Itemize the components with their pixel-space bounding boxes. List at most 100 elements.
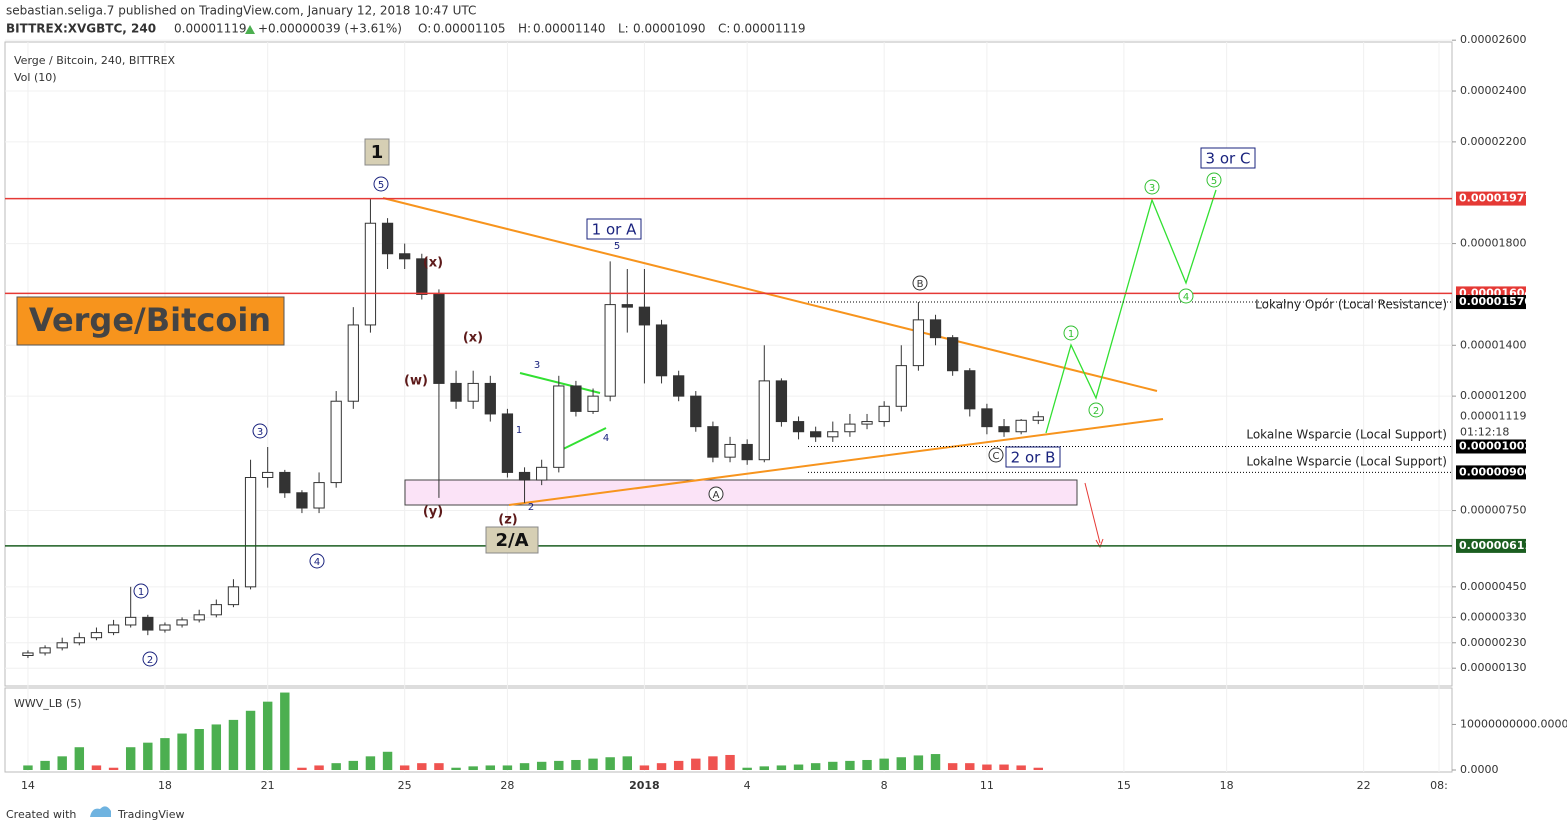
wave-label: 1 [516, 425, 522, 436]
candle-body [570, 385, 582, 412]
wwv-bar [965, 763, 975, 770]
wwv-bar [74, 747, 85, 770]
wwv-bar [554, 760, 564, 770]
candle-body [792, 421, 805, 433]
wave-label: 5 [1211, 176, 1217, 187]
wwv-bar [365, 756, 376, 770]
wwv-bar [759, 766, 769, 770]
y-tick-label: 0.00000130 [1460, 661, 1526, 674]
wwv-legend: WWV_LB (5) [14, 697, 82, 710]
down-arrow [1084, 482, 1101, 544]
wave-circle [309, 553, 325, 569]
wwv-bar [999, 764, 1009, 770]
wwv-bar [245, 710, 256, 770]
y-tick-label: 0.00002400 [1460, 84, 1526, 97]
wwv-bar [742, 767, 752, 770]
candle-body [553, 385, 565, 468]
wwv-bar [451, 767, 461, 770]
wave-box [1005, 446, 1061, 468]
level-note: Lokalny Opór (Local Resistance) [1255, 298, 1447, 312]
candle-body [193, 614, 205, 621]
wwv-bar [828, 761, 838, 770]
wwv-bar [708, 756, 718, 770]
wave-circle [1144, 179, 1160, 195]
wwv-pane [4, 687, 1453, 773]
candle-body [364, 222, 377, 326]
wwv-bar [468, 766, 478, 770]
x-tick-label: 2018 [629, 779, 660, 792]
wwv-bar [331, 763, 341, 770]
candle-body [895, 365, 907, 407]
wave-label: (w) [404, 374, 428, 389]
x-tick-label: 22 [1357, 779, 1371, 792]
wave-label: 2 [528, 502, 534, 513]
price-level-tag [1456, 295, 1526, 310]
x-tick-label: 15 [1117, 779, 1131, 792]
candle-body [39, 647, 51, 654]
x-tick-label: 8 [881, 779, 888, 792]
wwv-bar [57, 756, 67, 770]
y-tick-label: 0.00000450 [1460, 580, 1526, 593]
price-level-label: 0.00000900 [1459, 465, 1532, 478]
candle-body [73, 637, 85, 644]
countdown: 01:12:18 [1460, 426, 1509, 439]
candle-body [399, 253, 411, 260]
candle-body [587, 395, 599, 412]
wwv-bar [862, 759, 872, 770]
x-tick-label: 11 [980, 779, 994, 792]
wave-circle [988, 447, 1004, 463]
ohlc-value: 0.00001105 [433, 22, 506, 36]
logo [90, 806, 111, 817]
wave-circle [1206, 172, 1222, 188]
candle-body [107, 624, 120, 634]
y-tick-label: 10000000000.0000 [1460, 717, 1567, 730]
x-tick-label: 25 [398, 779, 412, 792]
wave-box [1200, 147, 1256, 169]
candle-body [176, 619, 188, 626]
candle-body [964, 370, 976, 410]
wwv-bar [1016, 765, 1026, 770]
resistance-trendline [382, 197, 1158, 392]
wave-label: (x) [463, 331, 483, 346]
wave-label: 3 [534, 360, 540, 371]
footer: Created with [6, 808, 76, 821]
wwv-bar [211, 724, 222, 770]
wwv-bar [228, 719, 239, 770]
candle-body [467, 382, 479, 402]
y-tick-label: 0.00002600 [1460, 33, 1526, 46]
wave-circle [252, 423, 268, 439]
candle-body [484, 382, 496, 415]
level-note: Lokalne Wsparcie (Local Support) [1246, 428, 1447, 442]
candle-body [981, 408, 993, 428]
wave-label: 5 [378, 180, 384, 191]
candle-body [501, 413, 514, 473]
wave-circle [912, 275, 928, 291]
candle-body [381, 222, 394, 255]
wwv-bar [810, 763, 821, 770]
wwv-bar [160, 738, 170, 770]
candle-body [844, 423, 856, 433]
x-tick-label: 14 [21, 779, 35, 792]
candle-body [741, 443, 753, 461]
candle-body [861, 421, 873, 425]
candle-body [279, 471, 291, 494]
wave-circle [1088, 402, 1104, 418]
candle-body [518, 471, 531, 481]
wwv-bar [725, 754, 735, 770]
wwv-bar [399, 765, 410, 770]
wave-label: (z) [498, 513, 517, 528]
wwv-bar [262, 701, 273, 770]
candle-body [142, 616, 154, 631]
ohlc-key: C: [718, 22, 730, 36]
ohlc-key: O: [418, 22, 431, 36]
y-tick-label: 0.00001200 [1460, 389, 1526, 402]
x-tick-label: 18 [1220, 779, 1234, 792]
candle-body [296, 492, 308, 509]
candle-body [433, 293, 445, 384]
last-price: 0.00001119 [174, 22, 247, 36]
y-tick-label: 0.00000330 [1460, 610, 1526, 623]
wwv-bar [588, 758, 598, 770]
candle-body [330, 400, 342, 484]
candle-body [998, 426, 1010, 433]
